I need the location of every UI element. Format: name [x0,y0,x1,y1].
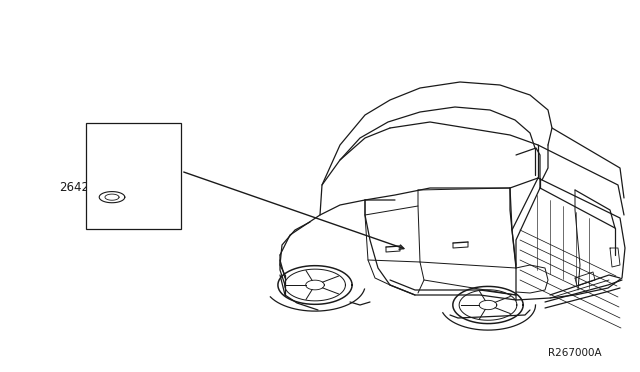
Text: R267000A: R267000A [548,348,602,358]
Text: 26590E: 26590E [95,133,140,146]
Bar [86,123,181,229]
Text: 26420N: 26420N [59,182,105,194]
Polygon shape [280,70,625,320]
